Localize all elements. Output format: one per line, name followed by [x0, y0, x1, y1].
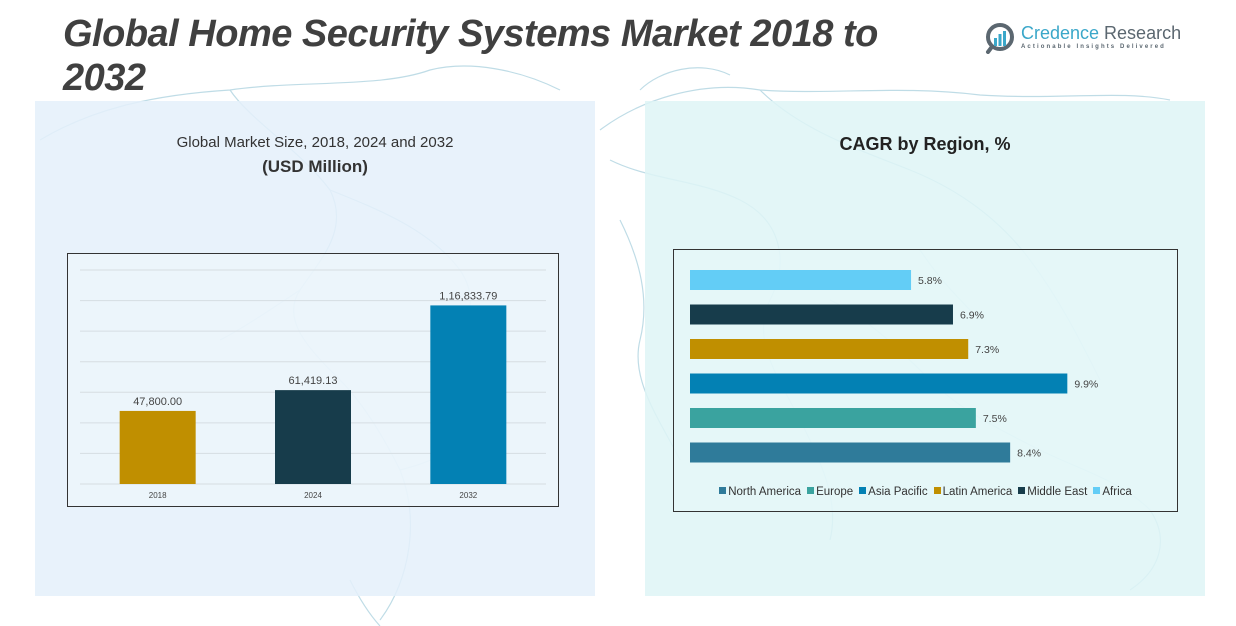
- legend-label: North America: [728, 486, 802, 498]
- legend-swatch-icon: [1093, 487, 1101, 494]
- data-label-2018: 47,800.00: [133, 396, 182, 408]
- x-tick-2024: 2024: [304, 491, 322, 500]
- market-size-chart: 47,800.00 61,419.13 1,16,833.79 2018 2024 20…: [67, 253, 559, 507]
- bar-middle-east: [690, 304, 953, 325]
- legend-swatch-icon: [859, 487, 867, 494]
- legend-label: Europe: [816, 486, 854, 498]
- legend-item-asia-pacific: Asia Pacific: [859, 486, 928, 498]
- legend-item-latin-america: Latin America: [933, 486, 1013, 498]
- legend-item-middle-east: Middle East: [1018, 486, 1087, 498]
- bar-2024: [275, 390, 351, 484]
- bars: [690, 270, 1068, 463]
- x-tick-labels: 2018 2024 2032: [149, 491, 478, 500]
- legend-item-africa: Africa: [1093, 486, 1132, 498]
- bar-latin-america: [690, 339, 969, 359]
- logo-name-part2: Research: [1099, 23, 1182, 43]
- data-label-asia-pacific: 9.9%: [1074, 379, 1098, 391]
- x-tick-2018: 2018: [149, 491, 167, 500]
- data-labels: 47,800.00 61,419.13 1,16,833.79: [133, 290, 497, 408]
- bar-asia-pacific: [690, 373, 1068, 394]
- bar-africa: [690, 270, 912, 290]
- bar-europe: [690, 408, 976, 428]
- bar-chart-magnifier-icon: [986, 23, 1014, 54]
- legend-label: Middle East: [1027, 486, 1088, 498]
- credence-research-logo: Credence Research Actionable Insights De…: [985, 22, 1185, 56]
- data-label-2032: 1,16,833.79: [439, 290, 497, 302]
- bar-north-america: [690, 442, 1011, 463]
- logo-name-part1: Credence: [1021, 23, 1100, 43]
- x-tick-2032: 2032: [459, 491, 477, 500]
- market-size-title-block: Global Market Size, 2018, 2024 and 2032 …: [35, 133, 595, 179]
- page-title: Global Home Security Systems Market 2018…: [63, 13, 878, 99]
- legend-swatch-icon: [1018, 487, 1026, 494]
- data-label-2024: 61,419.13: [289, 375, 338, 387]
- data-label-europe: 7.5%: [983, 413, 1007, 425]
- data-labels: 5.8% 6.9% 7.3% 9.9% 7.5% 8.4%: [918, 275, 1098, 460]
- data-label-middle-east: 6.9%: [960, 310, 984, 322]
- legend-swatch-icon: [719, 487, 727, 494]
- legend-item-north-america: North America: [719, 486, 801, 498]
- legend-swatch-icon: [933, 487, 941, 494]
- data-label-africa: 5.8%: [918, 275, 942, 287]
- legend-label: Africa: [1102, 486, 1132, 498]
- data-label-north-america: 8.4%: [1017, 448, 1041, 460]
- market-size-chart-title: Global Market Size, 2018, 2024 and 2032: [176, 134, 454, 151]
- market-size-chart-subtitle: (USD Million): [262, 157, 368, 176]
- data-label-latin-america: 7.3%: [975, 344, 999, 356]
- cagr-chart: 5.8% 6.9% 7.3% 9.9% 7.5% 8.4% North America Eu…: [673, 249, 1178, 512]
- logo-name: Credence Research: [1021, 22, 1181, 44]
- legend-swatch-icon: [807, 487, 815, 494]
- cagr-horizontal-bar-chart: 5.8% 6.9% 7.3% 9.9% 7.5% 8.4%: [690, 270, 1098, 463]
- bars: [119, 305, 507, 484]
- bar-2032: [430, 305, 507, 484]
- legend-label: Latin America: [942, 486, 1013, 498]
- legend-label: Asia Pacific: [868, 486, 928, 498]
- bar-2018: [119, 410, 196, 484]
- logo-tagline: Actionable Insights Delivered: [1021, 44, 1166, 50]
- legend-item-europe: Europe: [807, 486, 853, 498]
- cagr-chart-title: CAGR by Region, %: [839, 134, 1011, 154]
- cagr-legend: North America Europe Asia Pacific Latin Ame…: [674, 486, 1177, 498]
